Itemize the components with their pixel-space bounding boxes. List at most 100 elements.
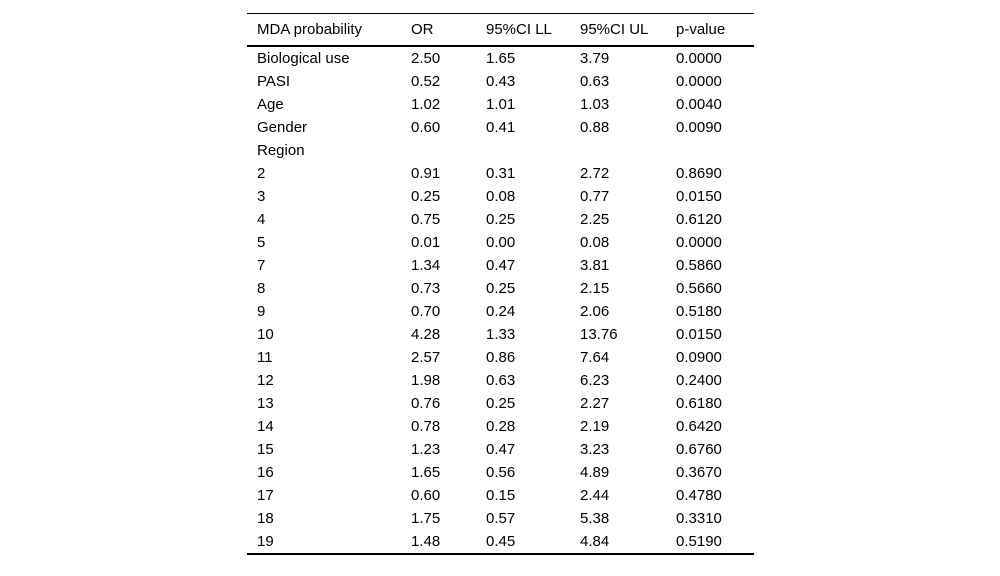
cell-ci-ul: 2.27 — [580, 395, 610, 412]
cell-or: 0.73 — [411, 280, 441, 297]
cell-ci-ll: 0.41 — [486, 119, 516, 136]
cell-ci-ll: 0.31 — [486, 165, 516, 182]
cell-label: 13 — [257, 395, 274, 412]
cell-ci-ul: 0.08 — [580, 234, 610, 251]
table-row: 14 0.78 0.28 2.19 0.6420 — [247, 415, 754, 438]
cell-p-value: 0.0040 — [676, 96, 722, 113]
cell-label: 9 — [257, 303, 266, 320]
cell-ci-ll: 0.25 — [486, 395, 516, 412]
table-row: 10 4.28 1.33 13.76 0.0150 — [247, 323, 754, 346]
cell-or: 2.57 — [411, 349, 441, 366]
cell-p-value: 0.6420 — [676, 418, 722, 435]
cell-label: 10 — [257, 326, 274, 343]
cell-ci-ll: 0.45 — [486, 533, 516, 550]
table-row: 12 1.98 0.63 6.23 0.2400 — [247, 369, 754, 392]
table-header-row: MDA probability OR 95%CI LL 95%CI UL p-v… — [247, 13, 754, 46]
cell-p-value: 0.0090 — [676, 119, 722, 136]
cell-label: 12 — [257, 372, 274, 389]
cell-p-value: 0.0000 — [676, 50, 722, 67]
cell-ci-ul: 7.64 — [580, 349, 610, 366]
cell-p-value: 0.0000 — [676, 234, 722, 251]
cell-ci-ul: 0.63 — [580, 73, 610, 90]
cell-ci-ul: 0.88 — [580, 119, 610, 136]
column-header-p-value: p-value — [676, 21, 726, 38]
cell-p-value: 0.5190 — [676, 533, 722, 550]
cell-label: 5 — [257, 234, 266, 251]
cell-ci-ul: 3.23 — [580, 441, 610, 458]
cell-or: 0.01 — [411, 234, 441, 251]
cell-or: 0.70 — [411, 303, 441, 320]
cell-ci-ll: 1.65 — [486, 50, 516, 67]
cell-label: 11 — [257, 349, 273, 366]
cell-p-value: 0.4780 — [676, 487, 722, 504]
cell-or: 0.60 — [411, 487, 441, 504]
cell-label: Biological use — [257, 50, 350, 67]
table-row: Gender 0.60 0.41 0.88 0.0090 — [247, 116, 754, 139]
table-row: 16 1.65 0.56 4.89 0.3670 — [247, 461, 754, 484]
cell-ci-ll: 0.28 — [486, 418, 516, 435]
cell-label: 19 — [257, 533, 274, 550]
cell-ci-ll: 0.00 — [486, 234, 516, 251]
cell-label: 14 — [257, 418, 274, 435]
table-row: 18 1.75 0.57 5.38 0.3310 — [247, 507, 754, 530]
cell-ci-ul: 2.25 — [580, 211, 610, 228]
cell-ci-ul: 2.72 — [580, 165, 610, 182]
cell-p-value: 0.3670 — [676, 464, 722, 481]
cell-label: 3 — [257, 188, 266, 205]
cell-p-value: 0.6120 — [676, 211, 722, 228]
cell-ci-ul: 2.19 — [580, 418, 610, 435]
cell-label: 16 — [257, 464, 274, 481]
cell-or — [401, 139, 476, 162]
cell-or: 1.23 — [411, 441, 441, 458]
cell-or: 2.50 — [411, 50, 441, 67]
table-body: Biological use 2.50 1.65 3.79 0.0000 PASI 0.52… — [247, 46, 754, 554]
cell-or: 0.60 — [411, 119, 441, 136]
cell-label: 17 — [257, 487, 274, 504]
table-row: 15 1.23 0.47 3.23 0.6760 — [247, 438, 754, 461]
table-row: 9 0.70 0.24 2.06 0.5180 — [247, 300, 754, 323]
column-header-95ci-ll: 95%CI LL — [486, 21, 552, 38]
cell-ci-ul: 4.84 — [580, 533, 610, 550]
cell-label: PASI — [257, 73, 291, 90]
table-row: 4 0.75 0.25 2.25 0.6120 — [247, 208, 754, 231]
cell-ci-ll: 1.01 — [486, 96, 516, 113]
cell-or: 0.78 — [411, 418, 441, 435]
cell-p-value: 0.2400 — [676, 372, 722, 389]
cell-label: 8 — [257, 280, 266, 297]
table-row: 8 0.73 0.25 2.15 0.5660 — [247, 277, 754, 300]
table-row: Biological use 2.50 1.65 3.79 0.0000 — [247, 46, 754, 70]
cell-ci-ll: 0.56 — [486, 464, 516, 481]
cell-ci-ll: 0.08 — [486, 188, 516, 205]
cell-ci-ul: 0.77 — [580, 188, 610, 205]
table-row: 7 1.34 0.47 3.81 0.5860 — [247, 254, 754, 277]
cell-ci-ul: 2.44 — [580, 487, 610, 504]
cell-label: 2 — [257, 165, 266, 182]
column-header-mda-probability: MDA probability — [257, 21, 363, 38]
cell-ci-ll: 0.47 — [486, 441, 516, 458]
cell-or: 0.75 — [411, 211, 441, 228]
cell-or: 0.25 — [411, 188, 441, 205]
cell-ci-ul: 4.89 — [580, 464, 610, 481]
cell-ci-ul: 5.38 — [580, 510, 610, 527]
cell-ci-ll: 0.47 — [486, 257, 516, 274]
cell-p-value: 0.0150 — [676, 326, 722, 343]
cell-ci-ul: 3.81 — [580, 257, 610, 274]
cell-p-value: 0.6180 — [676, 395, 722, 412]
cell-or: 1.48 — [411, 533, 441, 550]
table-row: Age 1.02 1.01 1.03 0.0040 — [247, 93, 754, 116]
cell-or: 4.28 — [411, 326, 441, 343]
cell-p-value: 0.3310 — [676, 510, 722, 527]
cell-ci-ll: 1.33 — [486, 326, 516, 343]
cell-label: Age — [257, 96, 284, 113]
cell-or: 0.91 — [411, 165, 441, 182]
regression-results-table-container: MDA probability OR 95%CI LL 95%CI UL p-v… — [247, 13, 754, 555]
cell-p-value: 0.5180 — [676, 303, 722, 320]
column-header-95ci-ul: 95%CI UL — [580, 21, 649, 38]
table-row: 2 0.91 0.31 2.72 0.8690 — [247, 162, 754, 185]
cell-ci-ll: 0.15 — [486, 487, 516, 504]
cell-p-value: 0.8690 — [676, 165, 722, 182]
cell-label: Gender — [257, 119, 308, 136]
cell-label: 15 — [257, 441, 274, 458]
table-row: 13 0.76 0.25 2.27 0.6180 — [247, 392, 754, 415]
table-row: 11 2.57 0.86 7.64 0.0900 — [247, 346, 754, 369]
